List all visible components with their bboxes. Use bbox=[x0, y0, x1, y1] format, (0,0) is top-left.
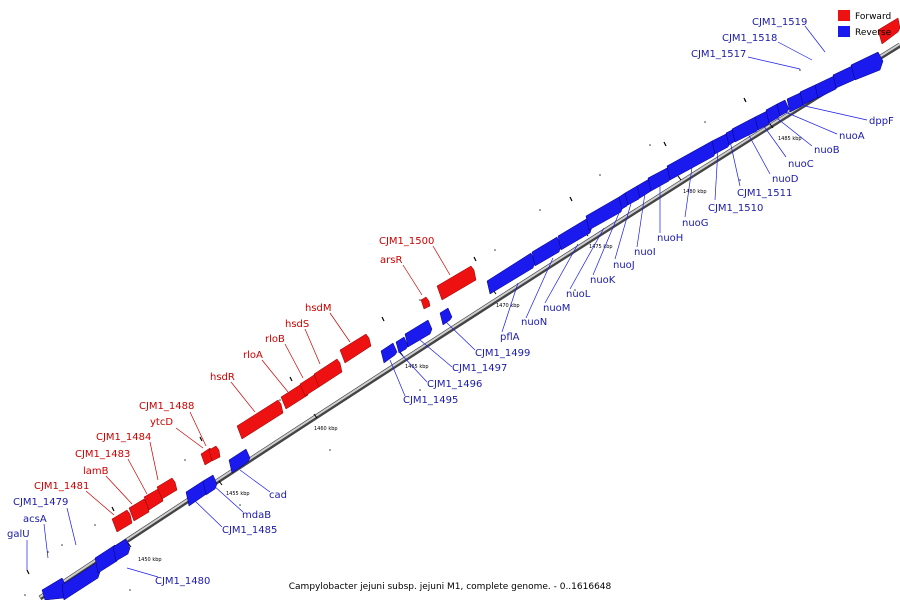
scale-tick-label: 1465 kbp bbox=[405, 364, 429, 370]
gene-mdaB[interactable] bbox=[202, 474, 218, 496]
gene-CJM1_1499[interactable] bbox=[439, 307, 453, 326]
gene-cad[interactable] bbox=[228, 448, 251, 474]
legend-label-forward: Forward bbox=[855, 12, 891, 22]
gene-CJM1_1496[interactable] bbox=[395, 336, 409, 354]
scale-ticks: 1450 kbp 1455 kbp 1460 kbp 1465 kbp 1470… bbox=[127, 123, 802, 563]
label-CJM1_1519: CJM1_1519 bbox=[752, 17, 807, 28]
label-CJM1_1480: CJM1_1480 bbox=[155, 576, 210, 587]
label-CJM1_1479: CJM1_1479 bbox=[13, 497, 68, 508]
label-galU: galU bbox=[7, 529, 30, 540]
label-nuoN: nuoN bbox=[521, 317, 547, 328]
gene-nuoH[interactable] bbox=[647, 167, 672, 192]
label-rloB: rloB bbox=[265, 334, 285, 345]
label-ytcD: ytcD bbox=[150, 417, 173, 428]
label-CJM1_1510: CJM1_1510 bbox=[708, 203, 763, 214]
label-hsdS: hsdS bbox=[285, 319, 309, 330]
label-pflA: pflA bbox=[500, 332, 520, 343]
gene-hsdR[interactable] bbox=[236, 399, 284, 440]
label-nuoK: nuoK bbox=[590, 275, 616, 286]
gene-CJM1_1481[interactable] bbox=[111, 509, 133, 533]
label-CJM1_1484: CJM1_1484 bbox=[96, 432, 151, 443]
gene-reverse-3[interactable] bbox=[112, 538, 131, 562]
label-nuoC: nuoC bbox=[788, 159, 814, 170]
gene-hsdM[interactable] bbox=[339, 333, 372, 364]
label-lamB: lamB bbox=[83, 466, 109, 477]
scale-tick-label: 1460 kbp bbox=[314, 426, 338, 432]
label-dppF: dppF bbox=[869, 116, 894, 127]
reverse-genes bbox=[41, 51, 884, 600]
label-acsA: acsA bbox=[23, 514, 47, 525]
label-nuoM: nuoM bbox=[543, 303, 570, 314]
legend-swatch-reverse bbox=[838, 26, 850, 37]
gene-hsdS[interactable] bbox=[313, 358, 343, 388]
label-nuoB: nuoB bbox=[814, 145, 840, 156]
scale-tick-label: 1480 kbp bbox=[683, 189, 707, 195]
label-CJM1_1481: CJM1_1481 bbox=[34, 481, 89, 492]
gene-CJM1_1488[interactable] bbox=[208, 445, 221, 462]
gene-reverse-last[interactable] bbox=[850, 51, 884, 81]
legend: Forward Reverse bbox=[838, 10, 892, 38]
scale-tick-label: 1450 kbp bbox=[138, 557, 162, 563]
gene-CJM1_1500[interactable] bbox=[436, 265, 477, 301]
gene-far-right-forward[interactable] bbox=[877, 17, 900, 45]
map-caption: Campylobacter jejuni subsp. jejuni M1, c… bbox=[289, 582, 612, 592]
label-rloA: rloA bbox=[243, 350, 263, 361]
label-CJM1_1497: CJM1_1497 bbox=[452, 363, 507, 374]
label-mdaB: mdaB bbox=[242, 510, 271, 521]
scale-tick-label: 1475 kbp bbox=[589, 244, 613, 250]
label-CJM1_1485: CJM1_1485 bbox=[222, 525, 277, 536]
gene-CJM1_1497[interactable] bbox=[404, 319, 433, 348]
gene-nuoN[interactable] bbox=[531, 236, 562, 267]
label-CJM1_1511: CJM1_1511 bbox=[737, 188, 792, 199]
legend-swatch-forward bbox=[838, 10, 850, 21]
label-nuoI: nuoI bbox=[634, 247, 656, 258]
label-CJM1_1499: CJM1_1499 bbox=[475, 348, 530, 359]
label-nuoH: nuoH bbox=[657, 233, 683, 244]
scale-tick-label: 1455 kbp bbox=[226, 491, 250, 497]
gene-nuoM[interactable] bbox=[557, 217, 593, 251]
label-CJM1_1495: CJM1_1495 bbox=[403, 395, 458, 406]
genome-backbone-highlight bbox=[39, 43, 900, 598]
scale-tick-label: 1485 kbp bbox=[778, 136, 802, 142]
gene-pflA[interactable] bbox=[486, 252, 536, 295]
label-CJM1_1500: CJM1_1500 bbox=[379, 236, 434, 247]
gene-arsR[interactable] bbox=[420, 296, 431, 310]
forward-labels: CJM1_1481 lamB CJM1_1483 CJM1_1484 ytcD … bbox=[34, 236, 434, 492]
label-hsdR: hsdR bbox=[210, 372, 235, 383]
minor-dashes bbox=[26, 97, 747, 575]
gene-CJM1_1495[interactable] bbox=[380, 342, 398, 364]
label-nuoL: nuoL bbox=[566, 289, 591, 300]
label-CJM1_1496: CJM1_1496 bbox=[427, 379, 482, 390]
label-CJM1_1483: CJM1_1483 bbox=[75, 449, 130, 460]
label-CJM1_1518: CJM1_1518 bbox=[722, 33, 777, 44]
genome-backbone bbox=[38, 42, 900, 600]
legend-label-reverse: Reverse bbox=[855, 28, 892, 38]
label-nuoJ: nuoJ bbox=[613, 260, 635, 271]
label-leaders bbox=[26, 25, 868, 578]
gene-reverse-2[interactable] bbox=[61, 562, 101, 600]
scale-tick-label: 1470 kbp bbox=[496, 303, 520, 309]
label-nuoD: nuoD bbox=[772, 174, 799, 185]
label-nuoA: nuoA bbox=[839, 131, 865, 142]
forward-genes bbox=[111, 17, 900, 533]
label-hsdM: hsdM bbox=[305, 303, 332, 314]
label-CJM1_1488: CJM1_1488 bbox=[139, 401, 194, 412]
label-nuoG: nuoG bbox=[682, 218, 709, 229]
gene-CJM1_1484[interactable] bbox=[156, 477, 178, 500]
label-arsR: arsR bbox=[380, 255, 402, 266]
label-cad: cad bbox=[269, 490, 287, 501]
reverse-labels: galU acsA CJM1_1479 CJM1_1480 CJM1_1485 … bbox=[7, 17, 894, 587]
label-CJM1_1517: CJM1_1517 bbox=[691, 49, 746, 60]
